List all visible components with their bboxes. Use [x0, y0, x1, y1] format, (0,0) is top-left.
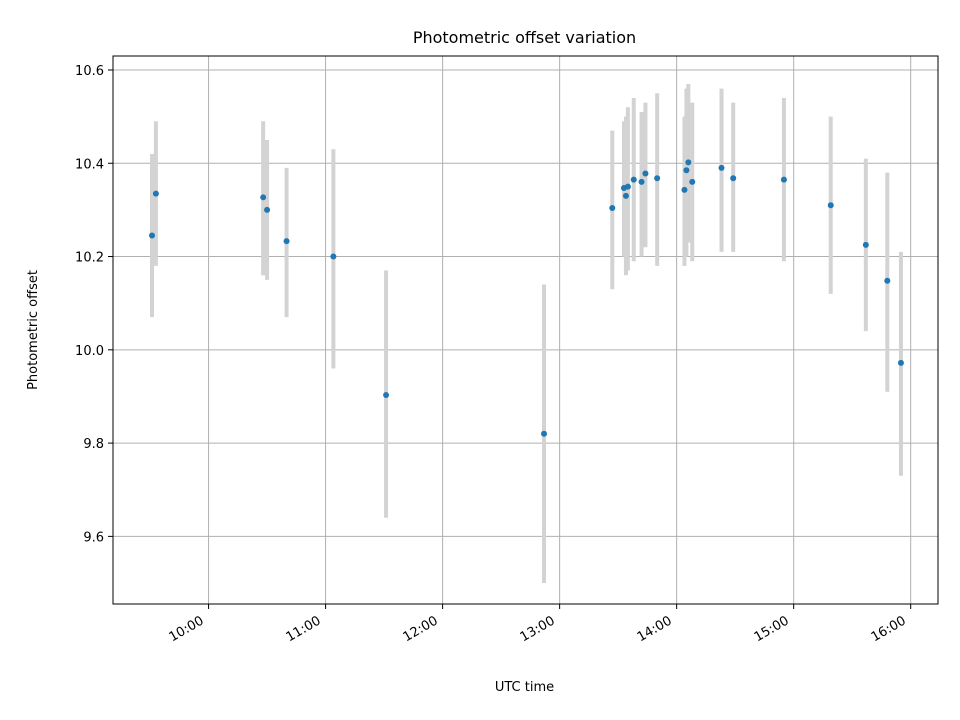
- data-point: [689, 178, 696, 185]
- y-tick-label: 9.6: [83, 530, 104, 545]
- x-tick-label: 15:00: [752, 613, 792, 645]
- x-tick-label: 12:00: [401, 613, 441, 645]
- data-point: [642, 170, 649, 177]
- data-point: [897, 359, 904, 366]
- y-axis-label: Photometric offset: [26, 270, 41, 390]
- data-point: [264, 206, 271, 213]
- data-point: [862, 241, 869, 248]
- grid-layer: [113, 56, 938, 604]
- x-tick-label: 13:00: [518, 613, 558, 645]
- data-point: [630, 176, 637, 183]
- data-point: [622, 192, 629, 199]
- x-tick-label: 16:00: [869, 613, 909, 645]
- data-point: [685, 159, 692, 166]
- data-point: [624, 183, 631, 190]
- data-point: [330, 253, 337, 260]
- data-point: [827, 202, 834, 209]
- y-tick-label: 10.0: [75, 344, 104, 359]
- errorbar-layer: [150, 83, 903, 584]
- x-tick-label: 11:00: [284, 613, 324, 645]
- data-point: [152, 190, 159, 197]
- data-point: [541, 430, 548, 437]
- data-point: [681, 186, 688, 193]
- data-point: [780, 176, 787, 183]
- x-axis-label: UTC time: [495, 680, 554, 695]
- data-point: [718, 164, 725, 171]
- x-axis: 10:00 11:00 12:00 13:00 14:00 15:00 16:00: [167, 604, 912, 645]
- data-point: [149, 232, 156, 239]
- data-point: [683, 167, 690, 174]
- y-tick-label: 9.8: [83, 437, 104, 452]
- x-tick-label: 10:00: [167, 613, 207, 645]
- chart-title: Photometric offset variation: [413, 28, 636, 47]
- data-point: [654, 175, 661, 182]
- data-point: [383, 392, 390, 399]
- data-point: [638, 178, 645, 185]
- data-point: [283, 238, 290, 245]
- y-tick-label: 10.4: [75, 157, 104, 172]
- y-tick-label: 10.2: [75, 251, 104, 266]
- data-point: [884, 277, 891, 284]
- plot-frame: [112, 55, 939, 605]
- x-tick-label: 14:00: [635, 613, 675, 645]
- y-tick-label: 10.6: [75, 64, 104, 79]
- point-layer: [149, 159, 904, 437]
- data-point: [260, 194, 267, 201]
- data-point: [730, 175, 737, 182]
- data-point: [609, 205, 616, 212]
- y-axis: 9.6 9.8 10.0 10.2 10.4 10.6: [75, 64, 113, 545]
